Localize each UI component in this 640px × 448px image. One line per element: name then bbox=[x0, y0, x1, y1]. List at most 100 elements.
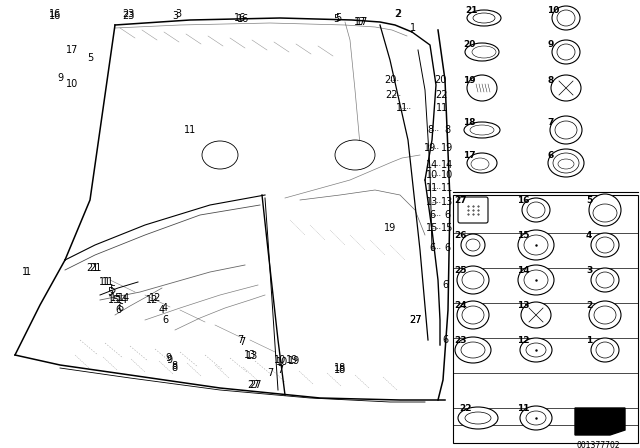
Text: 14: 14 bbox=[116, 295, 128, 305]
Text: 9: 9 bbox=[166, 355, 172, 365]
FancyBboxPatch shape bbox=[458, 197, 488, 223]
Ellipse shape bbox=[552, 40, 580, 64]
Text: 15: 15 bbox=[441, 223, 453, 233]
Text: 6: 6 bbox=[117, 303, 123, 313]
Text: 17: 17 bbox=[66, 45, 78, 55]
Text: 20: 20 bbox=[384, 75, 396, 85]
Ellipse shape bbox=[527, 202, 545, 218]
Text: 001377702: 001377702 bbox=[576, 441, 620, 448]
Ellipse shape bbox=[461, 234, 485, 256]
Ellipse shape bbox=[521, 302, 551, 328]
Text: 19: 19 bbox=[463, 76, 476, 85]
Ellipse shape bbox=[464, 122, 500, 138]
Text: 16: 16 bbox=[49, 11, 61, 21]
Text: 15: 15 bbox=[426, 223, 438, 233]
Ellipse shape bbox=[520, 406, 552, 430]
Ellipse shape bbox=[472, 46, 496, 58]
Text: 9: 9 bbox=[57, 73, 63, 83]
Text: 6: 6 bbox=[429, 243, 435, 253]
Polygon shape bbox=[575, 408, 625, 435]
Text: 12: 12 bbox=[146, 295, 158, 305]
Text: 11: 11 bbox=[426, 183, 438, 193]
Text: 14: 14 bbox=[517, 266, 530, 275]
Ellipse shape bbox=[553, 153, 579, 173]
Text: 19: 19 bbox=[384, 223, 396, 233]
Ellipse shape bbox=[457, 266, 489, 294]
Text: 11: 11 bbox=[441, 183, 453, 193]
Text: 7: 7 bbox=[267, 368, 273, 378]
Text: 8: 8 bbox=[171, 363, 177, 373]
Text: 7: 7 bbox=[237, 335, 243, 345]
Ellipse shape bbox=[520, 338, 552, 362]
Ellipse shape bbox=[470, 125, 494, 135]
Text: 21: 21 bbox=[86, 263, 98, 273]
Text: 5: 5 bbox=[107, 287, 113, 297]
Text: 24: 24 bbox=[454, 301, 467, 310]
Text: 10: 10 bbox=[66, 79, 78, 89]
Text: 19: 19 bbox=[441, 143, 453, 153]
Text: 3: 3 bbox=[586, 266, 592, 275]
Text: 5: 5 bbox=[87, 53, 93, 63]
Text: 11: 11 bbox=[396, 103, 408, 113]
Text: 3: 3 bbox=[172, 11, 178, 21]
Text: 20: 20 bbox=[434, 75, 446, 85]
Ellipse shape bbox=[471, 158, 489, 170]
Text: 11: 11 bbox=[517, 404, 529, 413]
Text: 9: 9 bbox=[165, 353, 171, 363]
Ellipse shape bbox=[526, 343, 546, 357]
Text: 21: 21 bbox=[465, 6, 477, 15]
Ellipse shape bbox=[462, 271, 484, 289]
Text: 22: 22 bbox=[436, 90, 448, 100]
Text: 15: 15 bbox=[517, 231, 529, 240]
Ellipse shape bbox=[466, 239, 480, 251]
Text: 2: 2 bbox=[395, 9, 401, 19]
Text: 2: 2 bbox=[394, 9, 400, 19]
Text: 17: 17 bbox=[354, 17, 366, 27]
Text: 5: 5 bbox=[586, 196, 592, 205]
Ellipse shape bbox=[548, 149, 584, 177]
Text: 16: 16 bbox=[49, 9, 61, 19]
Text: 22: 22 bbox=[386, 90, 398, 100]
Text: 18: 18 bbox=[334, 365, 346, 375]
Text: 16: 16 bbox=[517, 196, 529, 205]
Ellipse shape bbox=[551, 75, 581, 101]
Text: 26: 26 bbox=[454, 231, 467, 240]
Text: 8: 8 bbox=[427, 125, 433, 135]
Ellipse shape bbox=[591, 233, 619, 257]
Text: 19: 19 bbox=[286, 355, 298, 365]
Text: 20: 20 bbox=[463, 40, 476, 49]
Ellipse shape bbox=[596, 237, 614, 253]
Ellipse shape bbox=[593, 204, 617, 222]
Ellipse shape bbox=[461, 342, 485, 358]
Ellipse shape bbox=[594, 306, 616, 324]
Ellipse shape bbox=[596, 342, 614, 358]
Text: 9: 9 bbox=[547, 40, 554, 49]
Ellipse shape bbox=[557, 10, 575, 26]
Text: 12: 12 bbox=[149, 293, 161, 303]
Text: 12: 12 bbox=[517, 336, 529, 345]
Text: 14: 14 bbox=[441, 160, 453, 170]
Text: 11: 11 bbox=[436, 103, 448, 113]
Text: 15: 15 bbox=[110, 293, 122, 303]
Ellipse shape bbox=[202, 141, 238, 169]
Text: 13: 13 bbox=[246, 351, 258, 361]
Text: 7: 7 bbox=[277, 365, 283, 375]
Text: 16: 16 bbox=[237, 14, 249, 24]
Ellipse shape bbox=[591, 338, 619, 362]
Text: 7: 7 bbox=[239, 337, 245, 347]
Ellipse shape bbox=[552, 6, 580, 30]
Text: 16: 16 bbox=[234, 13, 246, 23]
Text: 7: 7 bbox=[547, 118, 554, 127]
Ellipse shape bbox=[457, 301, 489, 329]
Ellipse shape bbox=[458, 407, 498, 429]
Ellipse shape bbox=[467, 153, 497, 173]
Text: 27: 27 bbox=[250, 380, 262, 390]
Text: 5: 5 bbox=[109, 285, 115, 295]
Ellipse shape bbox=[467, 75, 497, 101]
Text: 17: 17 bbox=[356, 17, 368, 27]
Text: 10: 10 bbox=[547, 6, 559, 15]
Ellipse shape bbox=[550, 116, 582, 144]
Text: 27: 27 bbox=[248, 380, 260, 390]
Text: 10: 10 bbox=[441, 170, 453, 180]
Ellipse shape bbox=[526, 411, 546, 425]
